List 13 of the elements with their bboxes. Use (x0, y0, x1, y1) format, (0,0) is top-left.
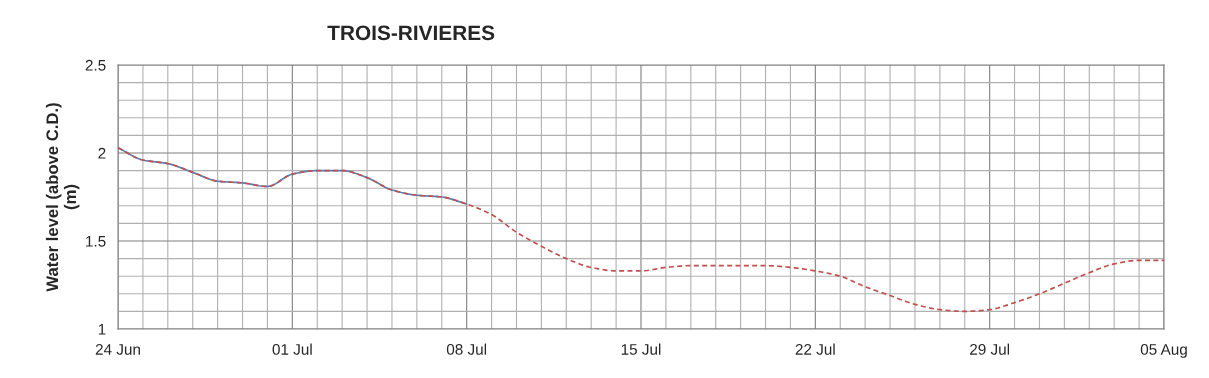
x-tick-label: 22 Jul (795, 343, 835, 355)
x-tick-label: 15 Jul (621, 343, 661, 355)
y-axis-title: Water level (above C.D.) (m) (45, 103, 80, 292)
x-tick-label: 08 Jul (446, 343, 487, 355)
y-tick-label: 2.5 (85, 59, 106, 71)
chart-title: TROIS-RIVIERES (327, 25, 495, 41)
y-tick-label: 1 (98, 324, 106, 335)
y-tick-label: 2 (98, 147, 106, 159)
x-tick-label: 24 Jun (95, 343, 140, 355)
x-tick-label: 05 Aug (1140, 343, 1187, 358)
x-tick-label: 29 Jul (970, 343, 1010, 355)
x-tick-label: 01 Jul (272, 343, 312, 355)
y-tick-label: 1.5 (86, 236, 106, 247)
